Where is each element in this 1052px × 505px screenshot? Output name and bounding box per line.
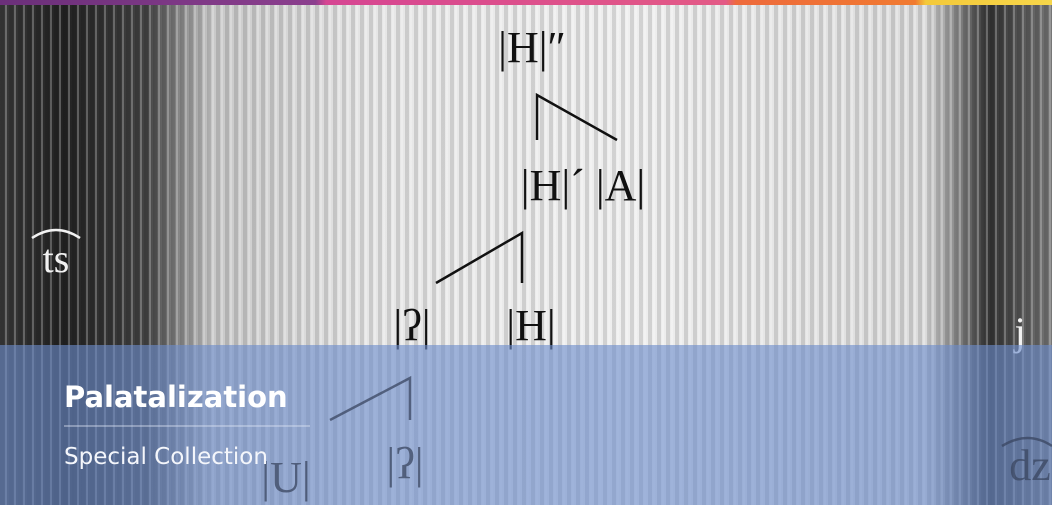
notation: |H| — [506, 301, 555, 350]
notation: |H|´ |A| — [521, 161, 645, 210]
tree-line — [329, 375, 412, 422]
side-label: j — [1012, 309, 1025, 354]
tie-bar — [1001, 436, 1052, 448]
tie-bar — [31, 228, 81, 240]
caption-overlay — [0, 345, 1052, 505]
color-bar — [0, 0, 1052, 5]
side-label: ts — [43, 236, 70, 281]
side-label: dz — [1009, 441, 1051, 490]
collection-subtitle: Special Collection — [64, 444, 268, 470]
notation: |ʔ| — [386, 439, 423, 488]
notation: |U| — [261, 453, 310, 502]
notation: |H|″ — [498, 23, 566, 72]
tree-line — [535, 92, 618, 142]
notation: |ʔ| — [393, 301, 430, 350]
collection-title[interactable]: Palatalization — [64, 380, 288, 414]
tree-line — [435, 230, 524, 285]
